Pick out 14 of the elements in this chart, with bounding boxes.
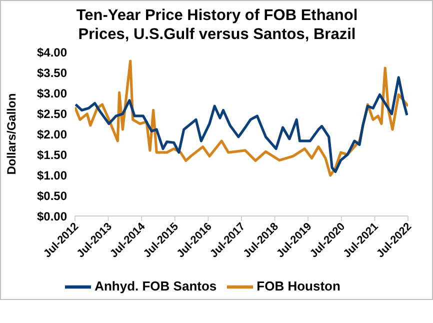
y-tick-label: $3.50 [36,66,68,80]
chart-title: Ten-Year Price History of FOB Ethanol Prices, U.S.Gulf versus Santos, Brazil [75,6,359,44]
legend-label: Anhyd. FOB Santos [94,278,217,294]
y-tick-label: $1.50 [36,148,68,162]
y-tick-label: $4.00 [36,45,68,60]
y-tick-label: $0.50 [36,188,68,203]
y-tick-label: $0.00 [36,209,68,224]
y-tick-label: $1.00 [36,168,68,182]
y-tick-label: $2.00 [36,127,68,142]
y-tick-label: $2.50 [36,106,68,121]
line-series [75,76,408,174]
legend-label: FOB Houston [256,278,340,294]
y-tick-label: $3.00 [36,86,68,100]
y-axis-title: Dollars/Gallon [4,93,18,175]
